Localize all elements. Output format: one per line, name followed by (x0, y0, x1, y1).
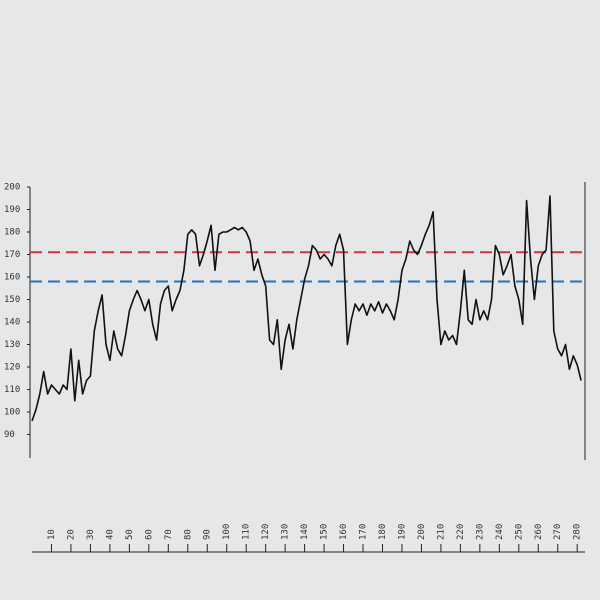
x-tick-label: 90 (203, 529, 213, 540)
x-tick-label: 220 (456, 524, 466, 540)
x-tick-label: 260 (534, 524, 544, 540)
x-tick-label: 150 (320, 524, 330, 540)
x-tick-label: 190 (397, 524, 407, 540)
y-tick-label: 200 (4, 183, 20, 193)
y-tick-label: 160 (4, 273, 20, 283)
y-tick-label: 130 (4, 340, 20, 350)
x-tick-label: 30 (86, 529, 96, 540)
x-tick-label: 240 (495, 524, 505, 540)
x-tick-label: 180 (378, 524, 388, 540)
y-tick-label: 90 (4, 430, 15, 440)
x-tick-label: 50 (125, 529, 135, 540)
x-tick-label: 140 (300, 524, 310, 540)
x-tick-label: 210 (436, 524, 446, 540)
x-tick-label: 160 (339, 524, 349, 540)
x-tick-label: 230 (475, 524, 485, 540)
y-tick-label: 140 (4, 318, 20, 328)
x-tick-label: 80 (183, 529, 193, 540)
y-tick-label: 180 (4, 228, 20, 238)
x-tick-label: 10 (47, 529, 57, 540)
x-tick-label: 280 (573, 524, 583, 540)
x-tick-label: 120 (261, 524, 271, 540)
y-tick-label: 100 (4, 408, 20, 418)
x-tick-label: 70 (164, 529, 174, 540)
x-tick-label: 40 (105, 529, 115, 540)
x-tick-label: 170 (359, 524, 369, 540)
x-tick-label: 130 (281, 524, 291, 540)
x-tick-label: 20 (66, 529, 76, 540)
x-tick-label: 200 (417, 524, 427, 540)
data-line (31, 195, 582, 422)
x-tick-label: 60 (144, 529, 154, 540)
y-tick-label: 110 (4, 385, 20, 395)
x-tick-label: 250 (514, 524, 524, 540)
y-tick-label: 120 (4, 363, 20, 373)
x-tick-label: 100 (222, 524, 232, 540)
x-tick-label: 270 (553, 524, 563, 540)
y-tick-label: 190 (4, 205, 20, 215)
x-tick-label: 110 (242, 524, 252, 540)
y-tick-label: 170 (4, 250, 20, 260)
y-tick-label: 150 (4, 295, 20, 305)
